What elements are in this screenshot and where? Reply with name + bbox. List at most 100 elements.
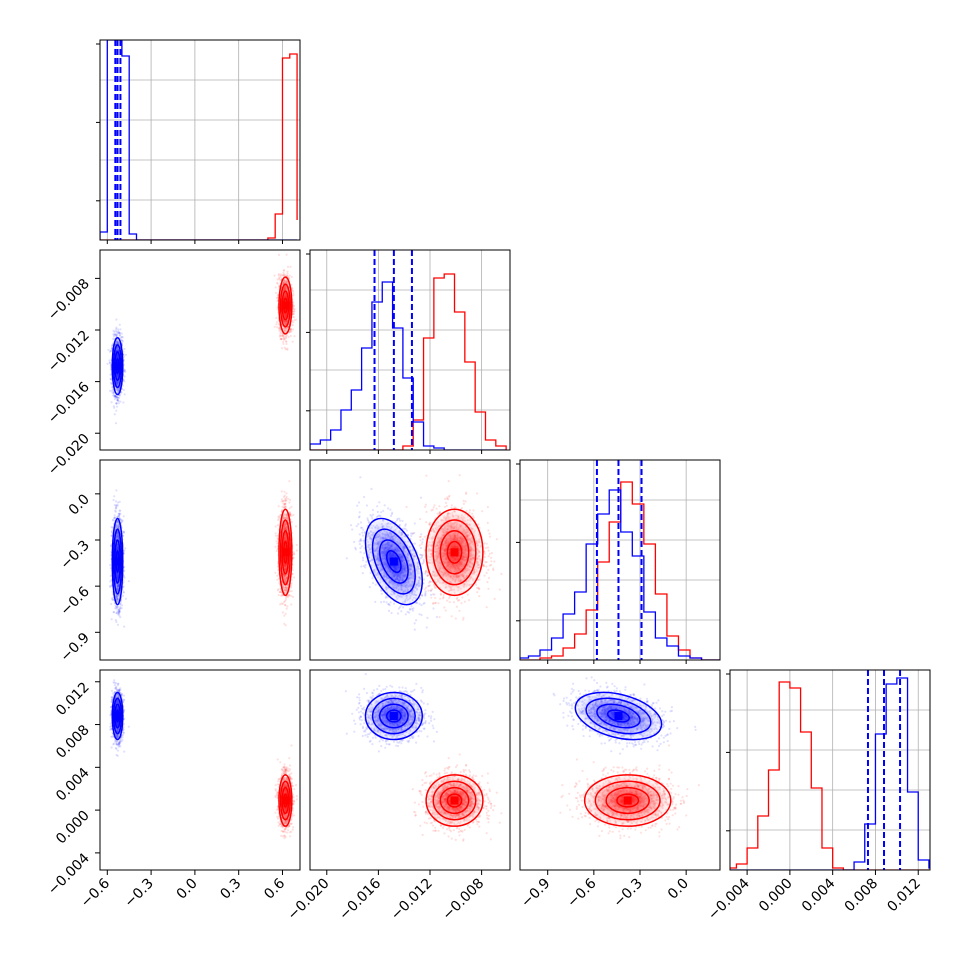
scatter-1-0-blue-point <box>112 335 115 338</box>
scatter-2-0-red-point <box>281 593 284 597</box>
scatter-2-0-blue-point <box>117 611 120 614</box>
scatter-1-0-blue-point <box>113 334 116 337</box>
scatter-2-0-red-point <box>288 480 291 483</box>
scatter-1-0-blue-point <box>117 330 120 333</box>
scatter-1-0-blue-point <box>120 339 123 342</box>
scatter-1-0-red-point <box>276 296 279 299</box>
scatter-2-0-red-point <box>277 593 280 597</box>
scatter-1-0-red-point <box>292 328 295 331</box>
scatter-1-0-blue-point <box>116 396 119 399</box>
scatter-1-0-blue-point <box>122 401 125 404</box>
scatter-2-0-blue-point <box>109 585 112 588</box>
scatter-2-0-red-point <box>279 513 282 517</box>
scatter-2-0-blue-point <box>117 610 120 614</box>
hist-panel-0-plot <box>100 40 300 240</box>
scatter-2-0-blue-point <box>109 580 112 583</box>
scatter-2-0-blue-point <box>110 531 114 534</box>
scatter-1-0-blue-point <box>110 383 113 386</box>
scatter-2-0-blue-point <box>122 575 125 578</box>
scatter-1-0-blue-point <box>106 362 109 365</box>
scatter-1-0-red-point <box>278 326 281 329</box>
hist-panel-3-frame <box>729 669 931 871</box>
scatter-1-0-blue-point <box>113 397 116 400</box>
scatter-2-0-red-point <box>291 572 294 575</box>
scatter-2-0-blue-point <box>123 565 126 568</box>
scatter-1-0-blue-point <box>121 384 124 387</box>
scatter-1-0-blue-point <box>120 336 123 339</box>
scatter-1-0-blue-point <box>113 413 116 416</box>
scatter-2-0-blue-point <box>114 507 117 510</box>
scatter-2-0-red-point <box>277 505 280 508</box>
scatter-2-0-blue-point <box>117 612 120 615</box>
scatter-1-0-blue-point <box>116 398 119 402</box>
scatter-1-0-red-point <box>283 337 286 340</box>
scatter-1-0-blue-point <box>112 394 116 397</box>
scatter-2-0-red-point <box>281 594 284 597</box>
scatter-2-0-red-point <box>284 596 287 599</box>
scatter-2-0-blue-point <box>111 526 114 529</box>
scatter-1-0-blue-point <box>109 349 112 352</box>
scatter-2-0-blue-point <box>115 612 118 615</box>
scatter-1-0-blue-point <box>124 370 127 373</box>
scatter-1-0-blue-point <box>108 361 111 364</box>
scatter-1-0-blue-point <box>120 332 123 335</box>
scatter-1-0-blue-point <box>108 350 112 353</box>
scatter-1-0-blue-point <box>114 394 117 398</box>
scatter-2-0-red-point <box>280 590 283 594</box>
scatter-1-0-blue-point <box>109 373 112 376</box>
scatter-1-0-blue-point <box>116 399 119 402</box>
scatter-2-0-red-point <box>283 506 286 509</box>
scatter-1-0-red-point <box>293 335 296 338</box>
scatter-1-0-red-point <box>285 342 288 346</box>
scatter-2-0-blue-point <box>114 500 118 503</box>
scatter-1-0-red-point <box>273 325 276 328</box>
scatter-2-0-blue-point <box>112 611 115 614</box>
scatter-1-0-blue-point <box>115 409 118 412</box>
scatter-2-0-red-point <box>286 596 289 599</box>
scatter-2-0-blue-point <box>118 607 122 610</box>
scatter-1-0-red-point <box>290 330 293 333</box>
scatter-1-0-blue-point <box>120 391 123 394</box>
scatter-2-0-red-point <box>283 494 286 497</box>
scatter-2-0-blue-point <box>118 614 121 617</box>
scatter-1-0-red-point <box>280 337 283 341</box>
scatter-panel-1-0-plot <box>106 253 298 425</box>
scatter-2-0-red-point <box>276 589 279 592</box>
scatter-1-0-red-point <box>275 316 278 320</box>
scatter-2-0-red-point <box>283 505 286 509</box>
scatter-1-0-blue-point <box>115 402 118 405</box>
scatter-2-0-red-point <box>283 600 287 603</box>
scatter-2-0-blue-point <box>119 518 122 521</box>
scatter-2-0-blue-point <box>116 501 120 504</box>
scatter-1-0-red-point <box>292 312 295 315</box>
hist-panel-1 <box>306 249 511 451</box>
scatter-2-0-red-point <box>274 534 277 537</box>
scatter-2-0-blue-point <box>114 604 117 607</box>
scatter-2-0-red-point <box>276 542 279 545</box>
scatter-2-0-blue-point <box>124 547 127 550</box>
scatter-2-0-blue-point <box>115 607 118 610</box>
scatter-2-0-red-point <box>284 506 287 509</box>
scatter-1-0-red-point <box>286 334 289 337</box>
scatter-1-0-red-point <box>278 329 281 332</box>
scatter-2-0-red-point <box>277 515 280 518</box>
scatter-1-0-red-point <box>285 274 288 277</box>
scatter-2-0-blue-point <box>110 618 113 621</box>
scatter-2-0-blue-point <box>127 580 130 583</box>
scatter-1-0-blue-point <box>112 329 115 332</box>
scatter-1-0-red-point <box>275 323 278 326</box>
scatter-2-0-blue-point <box>118 517 121 520</box>
scatter-2-0-blue-point <box>114 607 117 610</box>
scatter-1-0-red-point <box>290 275 293 278</box>
scatter-1-0-red-point <box>276 299 279 303</box>
scatter-1-0-red-point <box>282 271 285 274</box>
scatter-2-0-blue-point <box>113 504 116 507</box>
scatter-2-0-blue-point <box>124 597 127 600</box>
scatter-2-0-blue-point <box>117 608 120 611</box>
scatter-2-0-red-point <box>276 537 279 540</box>
scatter-1-0-blue-point <box>114 333 117 336</box>
scatter-1-0-red-point <box>289 265 292 268</box>
scatter-2-0-blue-point <box>117 512 120 515</box>
scatter-2-0-blue-point <box>115 605 118 608</box>
scatter-2-0-blue-point <box>109 544 113 547</box>
